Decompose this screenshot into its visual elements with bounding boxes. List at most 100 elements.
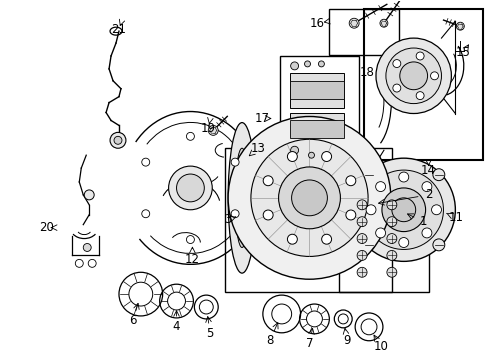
Circle shape <box>321 152 332 162</box>
Circle shape <box>236 156 244 164</box>
Circle shape <box>84 190 94 200</box>
Circle shape <box>291 62 298 70</box>
Text: 12: 12 <box>185 253 200 266</box>
Bar <box>280 56 359 170</box>
Circle shape <box>318 61 324 67</box>
Circle shape <box>366 205 376 215</box>
Text: 17: 17 <box>254 112 270 125</box>
Circle shape <box>376 228 386 238</box>
Circle shape <box>431 72 439 80</box>
Text: 3: 3 <box>224 213 232 226</box>
Text: 14: 14 <box>421 163 436 176</box>
Text: 18: 18 <box>360 66 374 79</box>
Circle shape <box>400 62 428 90</box>
Circle shape <box>263 210 273 220</box>
Text: 5: 5 <box>207 327 214 340</box>
Text: 13: 13 <box>250 142 266 155</box>
Bar <box>329 9 399 55</box>
Bar <box>290 121 344 138</box>
Circle shape <box>376 182 386 192</box>
Circle shape <box>380 19 388 27</box>
Circle shape <box>346 210 356 220</box>
Text: 4: 4 <box>173 320 180 333</box>
Circle shape <box>75 260 83 267</box>
Circle shape <box>363 169 375 181</box>
Text: 21: 21 <box>112 23 126 36</box>
Bar <box>364 9 483 160</box>
Circle shape <box>187 132 195 140</box>
Circle shape <box>386 48 441 104</box>
Circle shape <box>291 146 298 154</box>
Circle shape <box>110 132 126 148</box>
Circle shape <box>187 235 195 243</box>
Circle shape <box>393 84 401 92</box>
Circle shape <box>382 188 426 231</box>
Text: 9: 9 <box>343 334 351 347</box>
Circle shape <box>142 210 150 218</box>
Circle shape <box>251 139 368 256</box>
Circle shape <box>399 238 409 247</box>
Bar <box>290 73 344 108</box>
Circle shape <box>416 52 424 60</box>
Text: 11: 11 <box>449 211 464 224</box>
Circle shape <box>279 167 341 229</box>
Circle shape <box>321 234 332 244</box>
Circle shape <box>357 200 367 210</box>
Circle shape <box>433 239 445 251</box>
Circle shape <box>176 174 204 202</box>
Text: 7: 7 <box>306 337 313 350</box>
Circle shape <box>349 18 359 28</box>
Circle shape <box>309 152 315 158</box>
Circle shape <box>83 243 91 251</box>
Circle shape <box>387 251 397 260</box>
Circle shape <box>357 267 367 277</box>
Circle shape <box>387 200 397 210</box>
Circle shape <box>387 217 397 227</box>
Circle shape <box>292 180 327 216</box>
Circle shape <box>169 166 212 210</box>
Bar <box>290 113 344 147</box>
Bar <box>339 190 429 292</box>
Text: 8: 8 <box>266 334 273 347</box>
Circle shape <box>433 169 445 181</box>
Circle shape <box>228 117 391 279</box>
Ellipse shape <box>235 148 249 247</box>
Circle shape <box>387 234 397 243</box>
Circle shape <box>363 239 375 251</box>
Circle shape <box>357 251 367 260</box>
Circle shape <box>231 158 239 166</box>
Circle shape <box>393 60 401 68</box>
Text: 16: 16 <box>310 17 325 30</box>
Bar <box>290 81 344 99</box>
Circle shape <box>288 152 297 162</box>
Circle shape <box>88 260 96 267</box>
Circle shape <box>288 234 297 244</box>
Circle shape <box>208 125 218 135</box>
Circle shape <box>387 267 397 277</box>
Circle shape <box>422 182 432 192</box>
Circle shape <box>399 172 409 182</box>
Text: 2: 2 <box>425 188 432 201</box>
Text: 20: 20 <box>39 221 54 234</box>
Circle shape <box>432 205 441 215</box>
Circle shape <box>142 158 150 166</box>
Circle shape <box>376 38 451 113</box>
Text: 6: 6 <box>129 314 137 327</box>
Circle shape <box>352 158 455 261</box>
Circle shape <box>456 22 465 30</box>
Circle shape <box>422 228 432 238</box>
Bar <box>225 148 392 292</box>
Circle shape <box>263 176 273 186</box>
Circle shape <box>357 234 367 243</box>
Circle shape <box>357 217 367 227</box>
Circle shape <box>114 136 122 144</box>
Text: 15: 15 <box>456 46 471 59</box>
Text: 19: 19 <box>201 122 216 135</box>
Ellipse shape <box>228 123 256 273</box>
Text: 10: 10 <box>373 340 389 353</box>
Circle shape <box>346 176 356 186</box>
Circle shape <box>231 210 239 218</box>
Circle shape <box>392 198 416 222</box>
Text: 1: 1 <box>420 215 427 228</box>
Circle shape <box>305 61 311 67</box>
